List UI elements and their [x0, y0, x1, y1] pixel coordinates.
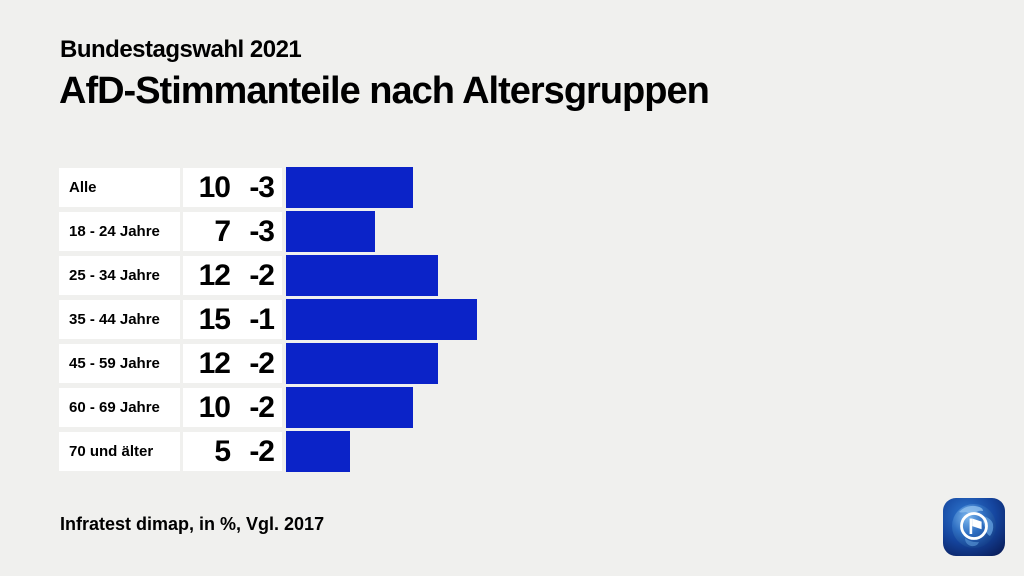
value-diff: -3: [249, 170, 275, 204]
value-diff: -1: [249, 302, 275, 336]
table-row: 70 und älter 5 -2: [59, 431, 477, 472]
table-row: 45 - 59 Jahre 12 -2: [59, 343, 477, 384]
value-diff: -2: [249, 346, 275, 380]
table-row: 25 - 34 Jahre 12 -2: [59, 255, 477, 296]
value-percent: 7: [214, 214, 231, 248]
row-label: 35 - 44 Jahre: [59, 300, 180, 339]
bar-table: Alle 10 -3 18 - 24 Jahre 7 -3 25 - 34 Ja…: [59, 167, 477, 476]
row-values: 7 -3: [183, 212, 282, 251]
value-bar: [286, 211, 375, 252]
row-label: 70 und älter: [59, 432, 180, 471]
value-bar: [286, 387, 413, 428]
row-values: 10 -3: [183, 168, 282, 207]
logo-ring: [960, 512, 988, 540]
chart-subtitle: Bundestagswahl 2021: [60, 36, 302, 63]
source-note: Infratest dimap, in %, Vgl. 2017: [60, 514, 325, 534]
value-bar: [286, 167, 413, 208]
value-bar: [286, 299, 477, 340]
value-percent: 15: [198, 302, 231, 336]
chart-title: AfD-Stimmanteile nach Altersgruppen: [59, 70, 710, 112]
row-values: 10 -2: [183, 388, 282, 427]
row-label: 18 - 24 Jahre: [59, 212, 180, 251]
row-values: 12 -2: [183, 344, 282, 383]
table-row: 35 - 44 Jahre 15 -1: [59, 299, 477, 340]
row-values: 5 -2: [183, 432, 282, 471]
tagesschau-logo: [943, 498, 1005, 556]
value-diff: -2: [249, 390, 275, 424]
row-label: Alle: [59, 168, 180, 207]
row-values: 15 -1: [183, 300, 282, 339]
row-values: 12 -2: [183, 256, 282, 295]
value-percent: 12: [198, 346, 231, 380]
value-bar: [286, 431, 350, 472]
value-diff: -2: [249, 434, 275, 468]
row-label: 25 - 34 Jahre: [59, 256, 180, 295]
row-label: 45 - 59 Jahre: [59, 344, 180, 383]
value-percent: 5: [214, 434, 231, 468]
value-bar: [286, 343, 438, 384]
table-row: Alle 10 -3: [59, 167, 477, 208]
value-percent: 10: [198, 170, 231, 204]
value-percent: 10: [198, 390, 231, 424]
value-diff: -2: [249, 258, 275, 292]
table-row: 60 - 69 Jahre 10 -2: [59, 387, 477, 428]
row-label: 60 - 69 Jahre: [59, 388, 180, 427]
value-diff: -3: [249, 214, 275, 248]
value-bar: [286, 255, 438, 296]
value-percent: 12: [198, 258, 231, 292]
flag-icon: [969, 518, 982, 534]
table-row: 18 - 24 Jahre 7 -3: [59, 211, 477, 252]
